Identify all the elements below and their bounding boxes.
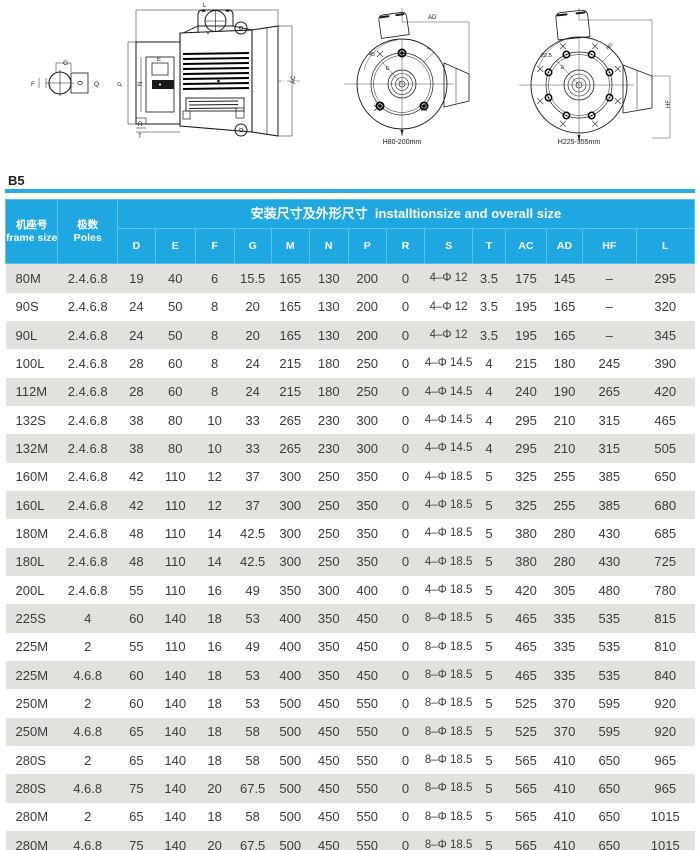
svg-text:H80-200mm: H80-200mm xyxy=(383,139,422,146)
svg-text:Q: Q xyxy=(94,81,99,88)
svg-text:45: 45 xyxy=(369,52,375,58)
svg-text:AC: AC xyxy=(291,75,297,84)
svg-text:22.5: 22.5 xyxy=(541,53,552,59)
svg-text:F: F xyxy=(31,81,35,88)
svg-text:G: G xyxy=(63,60,68,67)
svg-text:N: N xyxy=(138,82,144,86)
svg-text:T: T xyxy=(138,134,142,140)
svg-text:L: L xyxy=(203,3,207,9)
svg-text:S: S xyxy=(426,45,433,52)
svg-text:E: E xyxy=(157,57,161,63)
svg-text:H225-355mm: H225-355mm xyxy=(558,139,601,146)
svg-text:HD: HD xyxy=(605,42,615,52)
svg-text:AD: AD xyxy=(428,15,437,21)
svg-text:HF: HF xyxy=(666,100,672,108)
svg-text:E: E xyxy=(386,66,390,72)
svg-text:R: R xyxy=(138,122,143,128)
svg-text:P: P xyxy=(118,82,124,86)
svg-text:E: E xyxy=(561,65,565,71)
